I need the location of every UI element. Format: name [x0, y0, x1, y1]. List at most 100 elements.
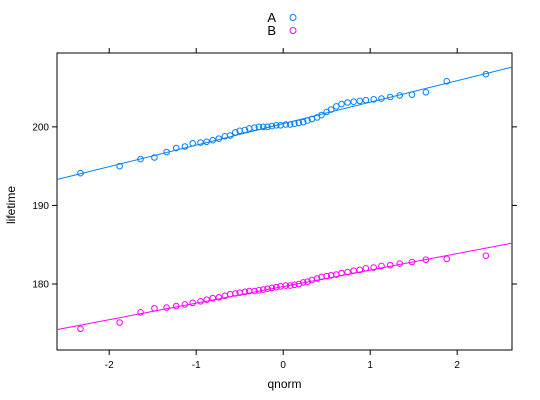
data-point-b — [362, 264, 370, 272]
data-point-a — [356, 97, 364, 105]
data-point-a — [151, 154, 158, 161]
x-tick-label: -1 — [192, 360, 201, 371]
data-point-b — [338, 269, 345, 277]
data-point-a — [327, 106, 335, 113]
data-point-b — [172, 302, 180, 310]
y-tick-label: 180 — [32, 280, 49, 291]
y-axis: 180 190 200 — [32, 122, 517, 291]
x-tick-label: 0 — [280, 360, 286, 371]
data-point-a — [482, 70, 490, 78]
data-point-b — [209, 294, 217, 302]
fit-line-a — [56, 66, 513, 180]
data-point-b — [396, 260, 404, 267]
x-tick-label: 2 — [454, 360, 460, 371]
data-point-a — [272, 121, 280, 129]
data-point-a — [251, 124, 258, 131]
x-axis-label: qnorm — [267, 377, 301, 391]
data-point-a — [318, 111, 325, 119]
data-point-b — [295, 280, 303, 288]
data-point-b — [386, 261, 394, 269]
data-point-a — [197, 139, 204, 146]
data-point-b — [282, 282, 290, 289]
x-tick-label: 1 — [367, 360, 373, 371]
data-point-a — [338, 100, 345, 108]
data-point-b — [255, 286, 263, 294]
data-point-b — [323, 272, 330, 280]
series-a — [56, 66, 513, 180]
legend-label-b: B — [267, 23, 276, 38]
data-point-b — [291, 281, 298, 289]
data-point-a — [181, 143, 189, 150]
data-point-b — [137, 308, 144, 316]
data-point-b — [264, 285, 271, 293]
data-point-a — [396, 92, 404, 99]
data-point-b — [116, 319, 123, 326]
data-point-a — [215, 135, 223, 142]
data-point-b — [232, 290, 239, 297]
data-point-a — [350, 98, 357, 106]
data-point-b — [299, 279, 307, 286]
data-point-b — [226, 290, 234, 298]
data-point-b — [189, 299, 197, 307]
data-point-a — [422, 88, 430, 96]
data-point-a — [203, 138, 210, 146]
data-point-b — [286, 282, 294, 289]
data-point-a — [172, 144, 180, 152]
fit-line-b — [56, 242, 513, 331]
data-point-b — [313, 275, 321, 282]
data-point-a — [255, 123, 263, 131]
data-point-a — [291, 120, 298, 128]
data-point-a — [344, 99, 351, 106]
data-point-b — [197, 297, 204, 305]
legend-marker-b — [289, 27, 297, 34]
data-point-a — [332, 103, 340, 110]
data-point-b — [203, 296, 210, 304]
data-point-a — [163, 148, 170, 156]
data-point-b — [378, 262, 385, 270]
data-point-a — [264, 123, 271, 131]
data-point-b — [181, 301, 189, 308]
data-point-a — [268, 122, 276, 130]
data-point-b — [151, 305, 158, 312]
data-point-b — [215, 294, 223, 301]
data-point-b — [356, 266, 364, 274]
data-point-b — [370, 264, 377, 271]
data-point-a — [304, 117, 311, 124]
y-tick-label: 200 — [32, 122, 49, 133]
data-point-a — [241, 126, 249, 134]
data-point-b — [259, 286, 267, 293]
y-axis-label: lifetime — [4, 186, 18, 224]
data-point-b — [443, 255, 451, 263]
data-point-a — [189, 140, 197, 147]
data-point-a — [378, 95, 385, 102]
y-tick-label: 190 — [32, 201, 49, 212]
legend-label-a: A — [267, 10, 276, 25]
data-point-b — [350, 267, 357, 274]
data-point-a — [299, 118, 307, 126]
data-point-b — [163, 304, 170, 311]
data-point-a — [259, 123, 267, 131]
data-point-b — [408, 258, 416, 266]
data-point-a — [286, 121, 294, 128]
data-point-b — [241, 288, 249, 296]
data-point-b — [268, 284, 276, 292]
data-point-b — [251, 287, 258, 295]
data-point-a — [137, 155, 144, 163]
data-point-b — [272, 283, 280, 291]
x-tick-label: -2 — [105, 360, 114, 371]
series-layer — [56, 66, 513, 333]
data-point-a — [209, 136, 217, 144]
data-point-a — [226, 132, 234, 139]
data-point-b — [77, 325, 84, 333]
data-point-a — [408, 91, 416, 98]
data-point-a — [282, 121, 290, 128]
data-point-a — [386, 93, 394, 101]
data-point-b — [422, 256, 430, 263]
data-point-a — [295, 119, 303, 127]
legend: A B — [267, 10, 297, 38]
data-point-a — [116, 162, 123, 170]
legend-marker-a — [289, 14, 297, 21]
data-point-b — [482, 252, 490, 260]
plot-frame — [56, 52, 513, 351]
